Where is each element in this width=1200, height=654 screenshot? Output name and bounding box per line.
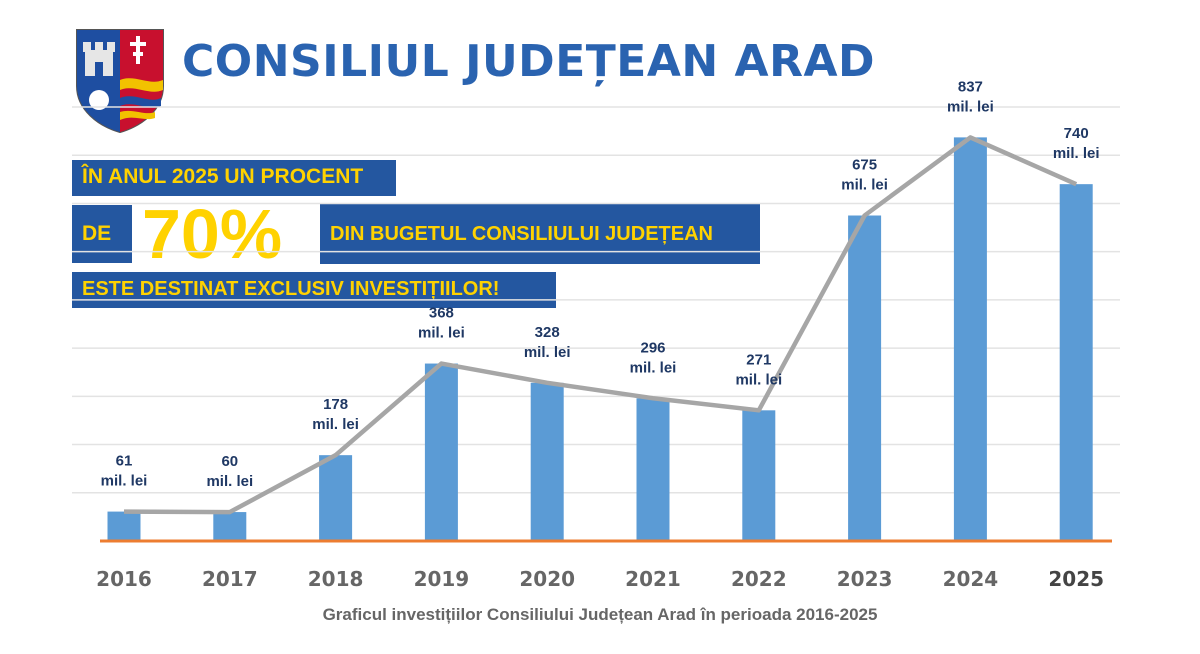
bar-2025 (1059, 184, 1093, 541)
x-tick-label: 2016 (96, 567, 152, 591)
data-label-value: 61 (116, 453, 133, 470)
data-label-unit: mil. lei (312, 416, 359, 433)
bar-2024 (953, 137, 987, 541)
data-label-unit: mil. lei (630, 359, 677, 376)
x-tick-label: 2018 (308, 567, 364, 591)
x-tick-label: 2021 (625, 567, 681, 591)
bar-2016 (107, 511, 141, 541)
banner-line-2-prefix: DE (72, 205, 132, 263)
x-tick-label: 2019 (414, 567, 470, 591)
data-label-unit: mil. lei (418, 325, 465, 342)
x-tick-label: 2017 (202, 567, 258, 591)
x-tick-label: 2025 (1048, 567, 1104, 591)
data-label-value: 837 (958, 78, 983, 95)
x-tick-label: 2020 (519, 567, 575, 591)
banner-line-3: ESTE DESTINAT EXCLUSIV INVESTIȚIILOR! (72, 272, 556, 308)
data-label-value: 740 (1064, 125, 1089, 142)
data-label-unit: mil. lei (1053, 145, 1100, 162)
data-label-unit: mil. lei (947, 98, 994, 115)
data-label-value: 271 (746, 351, 771, 368)
x-tick-label: 2023 (837, 567, 893, 591)
data-label-unit: mil. lei (101, 473, 148, 490)
data-label-value: 328 (535, 324, 560, 341)
bar-2022 (742, 410, 776, 541)
data-label-unit: mil. lei (524, 344, 571, 361)
chart-caption: Graficul investițiilor Consiliului Județ… (322, 605, 878, 624)
data-label-value: 178 (323, 396, 348, 413)
bar-2020 (530, 382, 564, 541)
data-label-value: 296 (640, 339, 665, 356)
x-tick-label: 2024 (943, 567, 999, 591)
bar-2023 (848, 215, 882, 541)
x-tick-label: 2022 (731, 567, 787, 591)
data-label-unit: mil. lei (206, 473, 253, 490)
trend-line (123, 135, 1078, 515)
bar-2017 (213, 512, 247, 541)
data-label-unit: mil. lei (841, 177, 888, 194)
banner-percent: 70% (142, 195, 283, 273)
data-label-value: 675 (852, 157, 877, 174)
banner-line-2-suffix: DIN BUGETUL CONSILIULUI JUDEȚEAN (320, 204, 760, 264)
banner-line-1: ÎN ANUL 2025 UN PROCENT (72, 160, 396, 196)
data-label-value: 60 (221, 453, 238, 470)
data-label-value: 368 (429, 305, 454, 322)
bar-2018 (319, 455, 353, 541)
bar-2019 (424, 363, 458, 541)
bar-2021 (636, 398, 670, 541)
data-label-unit: mil. lei (735, 371, 782, 388)
page-title: CONSILIUL JUDEȚEAN ARAD (182, 36, 876, 87)
